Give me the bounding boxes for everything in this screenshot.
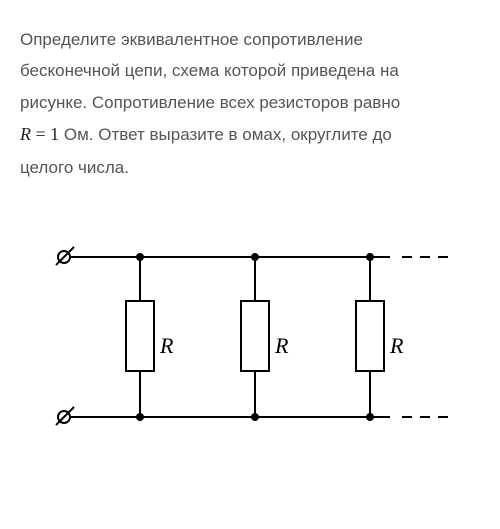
unit-ohm: Ом. <box>59 125 93 144</box>
text-line-1: Определите эквивалентное сопротивление <box>20 30 363 49</box>
text-line-3: рисунке. Сопротивление всех резисторов р… <box>20 93 400 112</box>
resistor-label: R <box>389 333 404 358</box>
text-line-2: бесконечной цепи, схема которой приведен… <box>20 61 399 80</box>
problem-statement: Определите эквивалентное сопротивление б… <box>20 24 480 183</box>
resistor-label: R <box>159 333 174 358</box>
circuit-diagram: RRR <box>40 233 460 443</box>
resistor-label: R <box>274 333 289 358</box>
value-1: 1 <box>50 124 59 144</box>
text-line-4-rest: Ответ выразите в омах, округлите до <box>94 125 392 144</box>
text-line-5: целого числа. <box>20 158 129 177</box>
variable-R: R <box>20 124 31 144</box>
equals-sign: = <box>31 124 50 144</box>
